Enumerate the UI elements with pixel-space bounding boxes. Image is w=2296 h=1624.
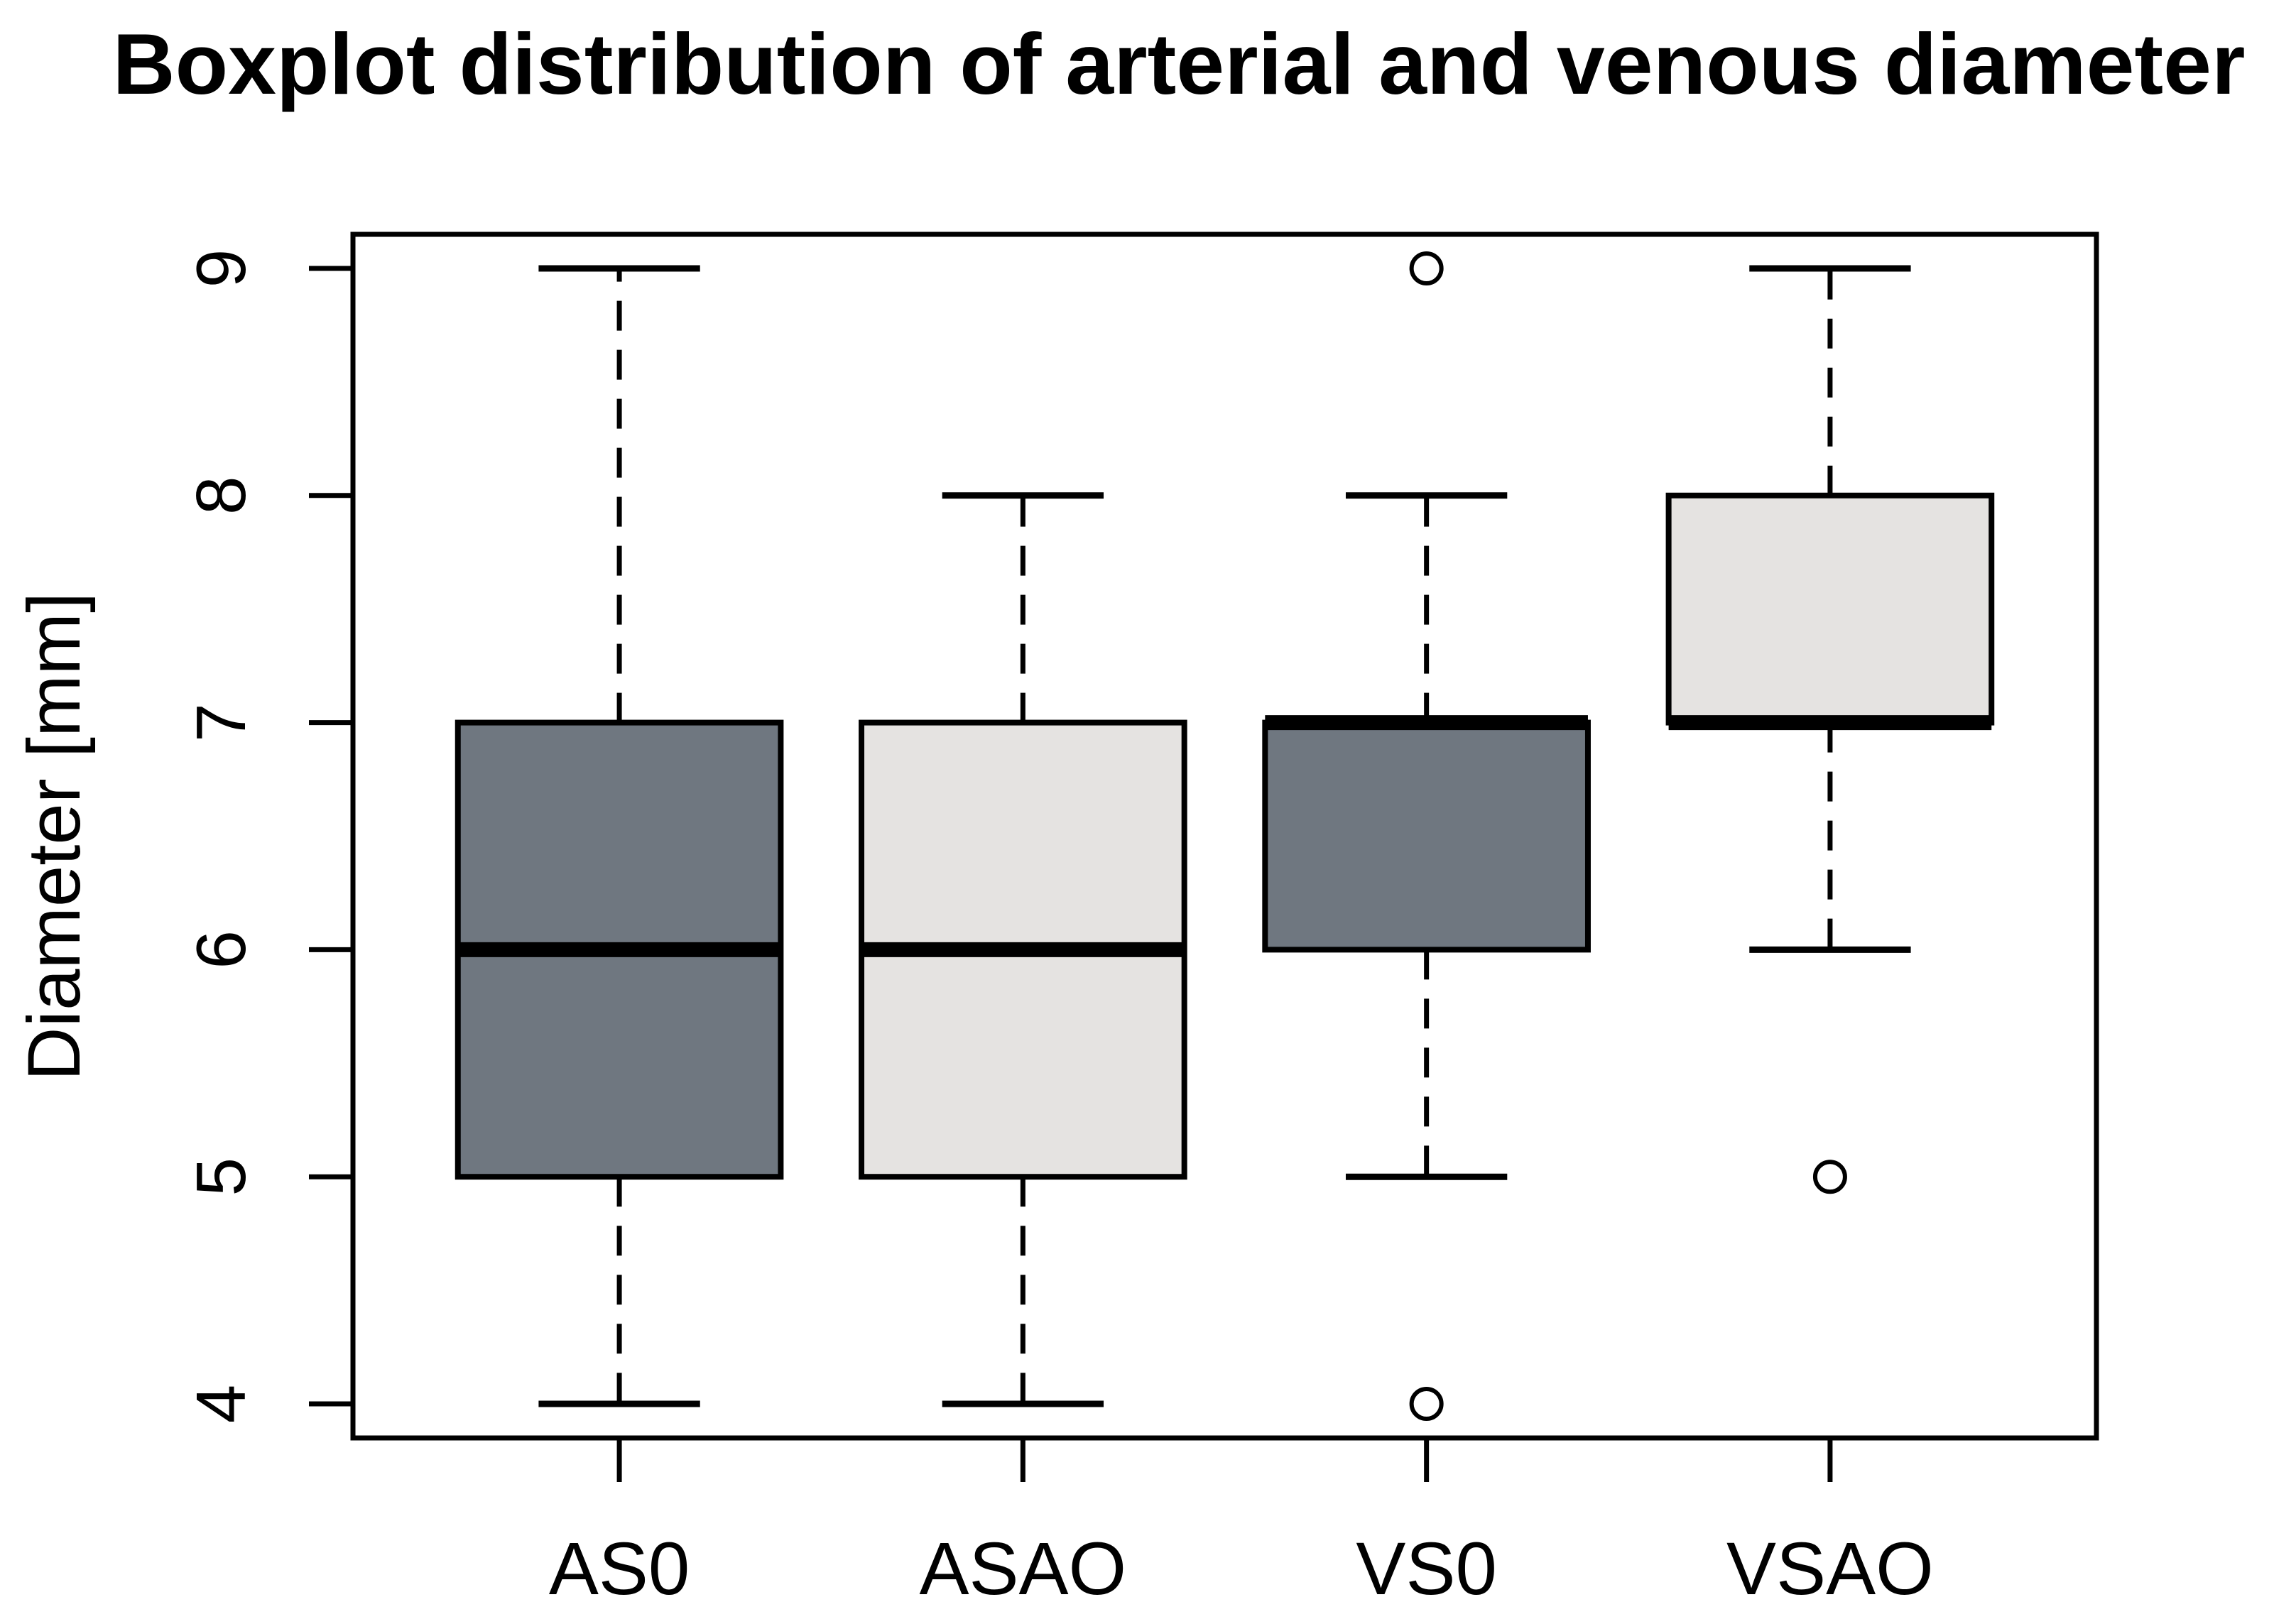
category-label: VS0 xyxy=(1356,1527,1496,1611)
chart-title: Boxplot distribution of arterial and ven… xyxy=(113,16,2246,112)
outlier-point-VSAO xyxy=(1812,1160,1847,1194)
plot-area: 4 5 6 7 8 9 AS0 ASAO VS0 VSAO xyxy=(182,231,2099,1611)
category-label: AS0 xyxy=(549,1527,690,1611)
outlier-point-VS0 xyxy=(1409,1387,1444,1422)
box-rect-VS0 xyxy=(1262,719,1591,953)
plot-border xyxy=(350,231,2099,1441)
category-label: VSAO xyxy=(1726,1527,1934,1611)
y-axis-label: Diameter [mm] xyxy=(13,592,96,1081)
y-tick-label: 7 xyxy=(182,703,260,742)
outlier-point-VS0 xyxy=(1409,251,1444,285)
y-tick-label: 5 xyxy=(182,1157,260,1197)
y-tick-label: 9 xyxy=(182,249,260,288)
y-tick-label: 8 xyxy=(182,476,260,516)
y-tick-label: 6 xyxy=(182,930,260,969)
y-tick-label: 4 xyxy=(182,1385,260,1424)
category-label: ASAO xyxy=(919,1527,1126,1611)
box-rect-VSAO xyxy=(1665,492,1995,726)
